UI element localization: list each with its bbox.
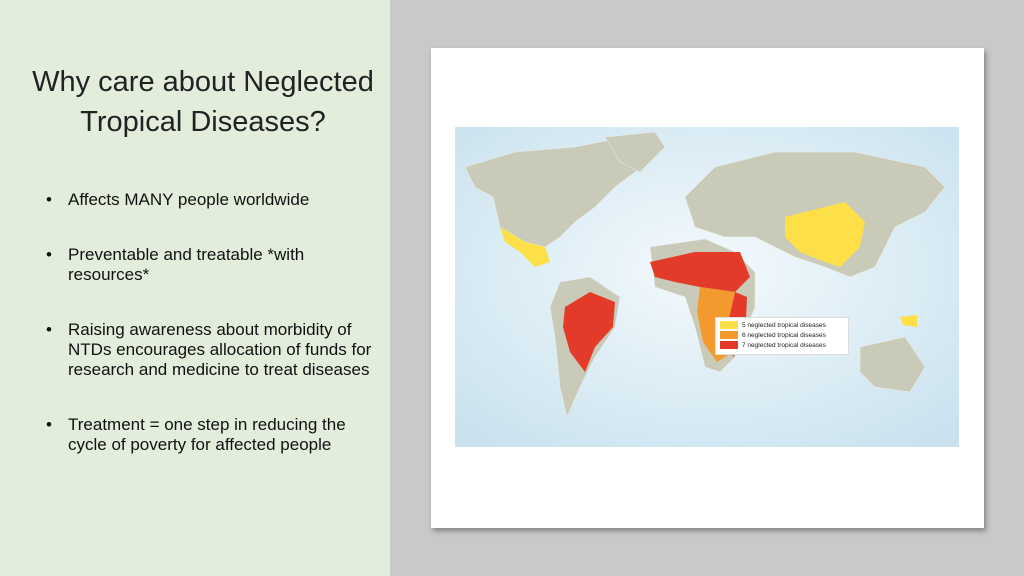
papua: [900, 315, 917, 327]
legend-swatch: [720, 331, 738, 340]
bullet-item: Affects MANY people worldwide: [44, 190, 374, 210]
legend-item: 5 neglected tropical diseases: [720, 321, 844, 331]
legend-swatch: [720, 321, 738, 330]
china-se-asia: [785, 202, 865, 267]
legend-label: 5 neglected tropical diseases: [742, 322, 826, 329]
slide-title: Why care about Neglected Tropical Diseas…: [32, 66, 374, 138]
text-panel: Why care about Neglected Tropical Diseas…: [0, 0, 390, 576]
legend-swatch: [720, 341, 738, 350]
bullet-item: Treatment = one step in reducing the cyc…: [44, 415, 374, 455]
central-america: [500, 227, 550, 267]
australia: [859, 336, 926, 393]
legend-label: 7 neglected tropical diseases: [742, 342, 826, 349]
brazil: [563, 292, 615, 372]
central-africa: [650, 252, 750, 292]
bullet-list: Affects MANY people worldwide Preventabl…: [44, 190, 374, 490]
map-card: 5 neglected tropical diseases 6 neglecte…: [431, 48, 984, 528]
legend-item: 6 neglected tropical diseases: [720, 331, 844, 341]
legend-label: 6 neglected tropical diseases: [742, 332, 826, 339]
north-america: [464, 136, 656, 248]
map-legend: 5 neglected tropical diseases 6 neglecte…: [715, 317, 849, 355]
bullet-item: Preventable and treatable *with resource…: [44, 245, 374, 285]
bullet-item: Raising awareness about morbidity of NTD…: [44, 320, 374, 380]
world-map: [455, 127, 959, 447]
greenland: [604, 131, 666, 173]
legend-item: 7 neglected tropical diseases: [720, 341, 844, 351]
